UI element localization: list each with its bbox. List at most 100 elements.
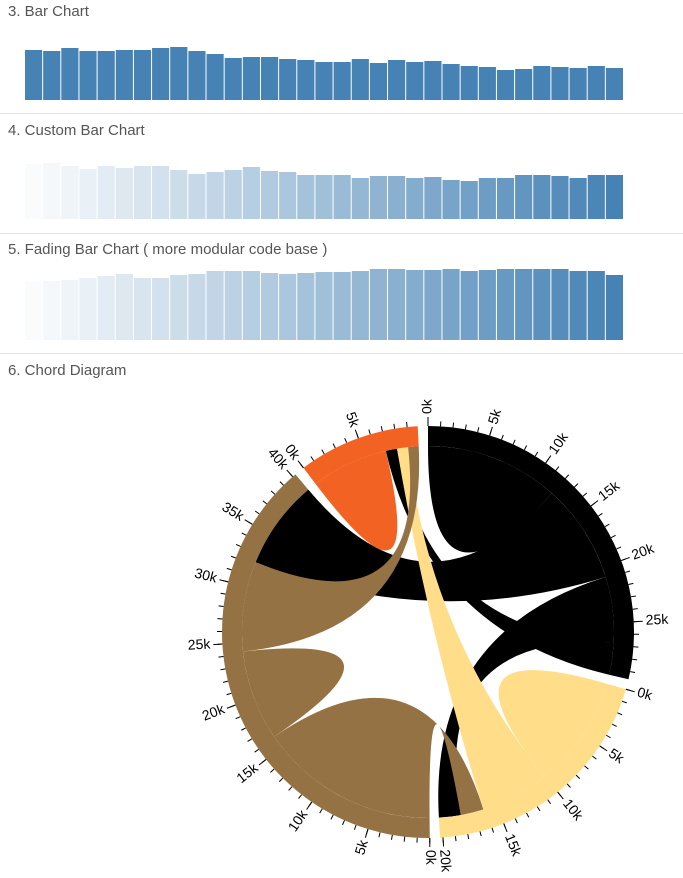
minor-tick [254,748,259,753]
bar [388,176,406,219]
minor-tick [621,700,627,704]
tick-label: 5k [351,837,371,857]
bar [315,272,333,340]
minor-tick [584,765,589,770]
tick [258,759,267,766]
minor-tick [514,818,518,824]
tick [219,579,229,583]
bar [515,175,533,219]
minor-tick [310,456,315,461]
bar [424,61,442,100]
group-arc [428,426,635,680]
bar [587,66,605,100]
chord [242,446,420,652]
bar [533,175,551,219]
bar [551,269,569,340]
bar [43,51,61,100]
bar [442,180,460,219]
tick-label: 15k [502,831,526,859]
group-arc [303,426,419,484]
chord [498,670,607,777]
tick-label: 10k [545,428,572,456]
bar [478,270,496,340]
bar [206,271,224,340]
tick-label: 15k [233,759,261,786]
minor-tick [247,738,253,742]
bar [79,278,97,340]
minor-tick [592,755,597,760]
tick-label: 35k [219,498,247,524]
bar [188,51,206,100]
bar [61,280,79,340]
bar [242,57,260,100]
tick-label: 20k [200,700,228,723]
tick [590,500,599,507]
tick [557,791,564,800]
minor-tick [220,668,226,671]
minor-tick [298,794,302,799]
bar [297,175,315,219]
minor-tick [582,492,588,497]
tick-label: 25k [187,635,211,652]
minor-tick [353,824,357,830]
minor-tick [477,427,480,433]
bar [388,60,406,100]
minor-tick [555,466,560,471]
chord-diagram: 0k5k10k15k20k25k0k5k10k15k20k0k5k10k15k2… [187,398,669,873]
minor-tick [501,434,504,440]
bar [133,166,152,219]
section-title: 3. Bar Chart [8,3,90,20]
tick [503,823,508,833]
minor-tick [611,723,617,727]
minor-tick [319,808,323,814]
tick [364,828,369,838]
minor-tick [226,567,232,571]
minor-tick [406,422,408,428]
bar [188,174,206,219]
bar [260,171,279,219]
tick-label: 5k [606,745,628,767]
tick-label: 10k [285,806,312,834]
bar [496,178,515,219]
minor-tick [226,692,232,696]
bar [297,60,315,100]
bar [406,270,424,340]
bar [43,163,61,219]
minor-tick [454,836,457,842]
bar [478,67,496,100]
minor-tick [218,605,224,608]
tick [442,837,445,847]
bar [587,175,605,219]
bar [206,54,224,100]
minor-tick [564,474,570,479]
bar [97,166,115,219]
minor-tick [536,806,541,812]
tick-label: 0k [423,850,439,866]
tick [213,643,223,646]
chord [255,489,606,602]
bar [97,276,115,340]
minor-tick [278,777,284,783]
chord [438,577,615,818]
minor-tick [467,834,470,840]
bar [460,66,478,100]
tick [306,801,313,810]
tick [599,745,608,752]
minor-tick [534,451,539,457]
bar [424,270,442,340]
tick [297,460,304,469]
bar [496,70,515,100]
bar [569,68,587,100]
bar [315,175,333,219]
bar [605,68,623,100]
minor-tick [547,799,552,805]
bar [260,57,279,100]
chord [315,450,398,551]
bar [442,269,460,340]
bar [424,177,442,219]
tick [226,704,236,709]
group-arc [222,474,430,838]
minor-tick [230,555,236,559]
minor-tick [390,834,393,840]
